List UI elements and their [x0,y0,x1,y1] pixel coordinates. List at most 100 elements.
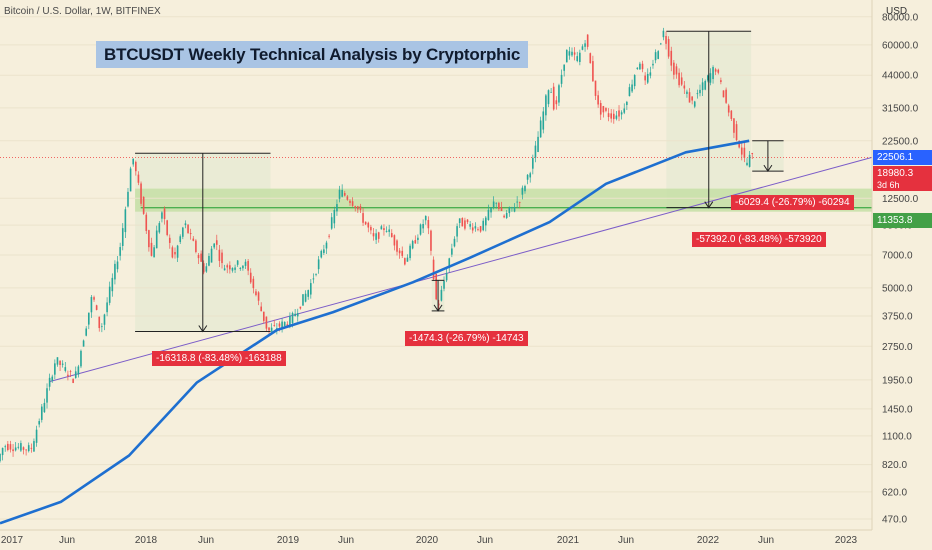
candle-body [579,52,581,62]
candle-body [576,56,579,62]
candle-body [602,106,605,113]
candle-body [539,120,542,138]
candle-body [35,429,38,443]
zones-layer [135,31,872,332]
y-tick-label: 44000.0 [882,71,919,82]
candle-body [388,229,390,232]
candle-body [299,306,302,309]
candle-body [409,245,411,259]
candle-body [495,202,498,204]
candle-body [456,226,458,237]
candle-body [503,215,505,218]
y-tick-label: 620.0 [882,487,907,498]
candle-body [82,340,85,347]
candle-body [565,49,568,63]
support-price-tag: 11353.8 [873,213,932,228]
candle-body [419,224,422,235]
y-tick-label: 2750.0 [882,342,913,353]
candle-body [461,218,464,227]
candle-body [304,293,307,302]
candle-body [370,226,372,231]
candle-body [187,224,189,234]
candle-body [477,229,479,231]
y-tick-label: 470.0 [882,515,907,526]
candle-body [296,313,299,317]
candle-body [312,278,315,280]
candle-body [330,217,333,229]
candle-body [563,64,565,71]
candle-body [620,112,623,115]
candle-body [364,221,367,225]
candle-body [338,189,341,199]
candle-body [30,447,33,449]
candle-body [121,228,124,246]
candle-body [443,280,445,289]
candle-body [474,226,477,229]
measure-label-2022-a: -6029.4 (-26.79%) -60294 [731,195,854,210]
candle-body [573,52,576,55]
candle-body [265,316,268,329]
candle-body [738,140,740,148]
candle-body [103,314,106,325]
candle-body [328,235,330,237]
candle-body [74,371,77,378]
candle-body [54,363,56,375]
candle-body [701,82,704,91]
candle-body [22,447,25,450]
candle-body [646,73,649,83]
candle-body [673,62,675,75]
candle-body [377,232,380,239]
candle-body [127,191,129,207]
candle-body [707,75,709,81]
candle-body [532,157,534,169]
candle-body [659,43,662,45]
candle-body [751,152,754,155]
candle-body [518,202,521,204]
candle-body [555,100,558,105]
candle-body [435,273,437,300]
candle-body [589,53,592,64]
candle-body [383,228,385,231]
candle-body [526,174,529,180]
candle-body [168,237,171,243]
measure-label-2022-b: -57392.0 (-83.48%) -573920 [692,232,826,247]
candle-body [119,247,121,256]
x-tick-label: 2021 [557,535,580,546]
candle-body [521,187,524,195]
candle-body [401,250,404,256]
candle-body [218,249,221,261]
candle-body [273,325,276,326]
candle-body [610,113,612,119]
candle-body [683,85,686,89]
candle-body [657,51,660,59]
measure-label-2020: -1474.3 (-26.79%) -14743 [405,331,528,346]
candle-body [469,224,471,227]
candle-body [516,201,518,203]
candle-body [315,274,317,275]
candle-body [108,286,111,303]
candle-body [4,446,7,448]
candle-body [424,215,427,221]
candle-body [581,46,584,50]
candle-body [714,69,717,72]
candle-body [320,250,323,258]
candle-body [184,223,187,226]
candle-body [393,235,396,246]
candle-body [85,328,88,336]
candle-body [208,255,210,266]
candle-body [64,367,67,371]
x-tick-label: Jun [477,535,493,546]
candle-body [67,374,69,377]
candle-body [508,207,511,214]
candle-body [255,291,257,296]
y-tick-label: 3750.0 [882,311,913,322]
candle-body [25,449,27,451]
candle-body [174,252,176,255]
candle-body [432,259,435,279]
candle-body [95,305,98,310]
candle-body [262,311,265,321]
x-tick-label: Jun [59,535,75,546]
candle-body [534,145,537,158]
candle-body [302,294,304,306]
